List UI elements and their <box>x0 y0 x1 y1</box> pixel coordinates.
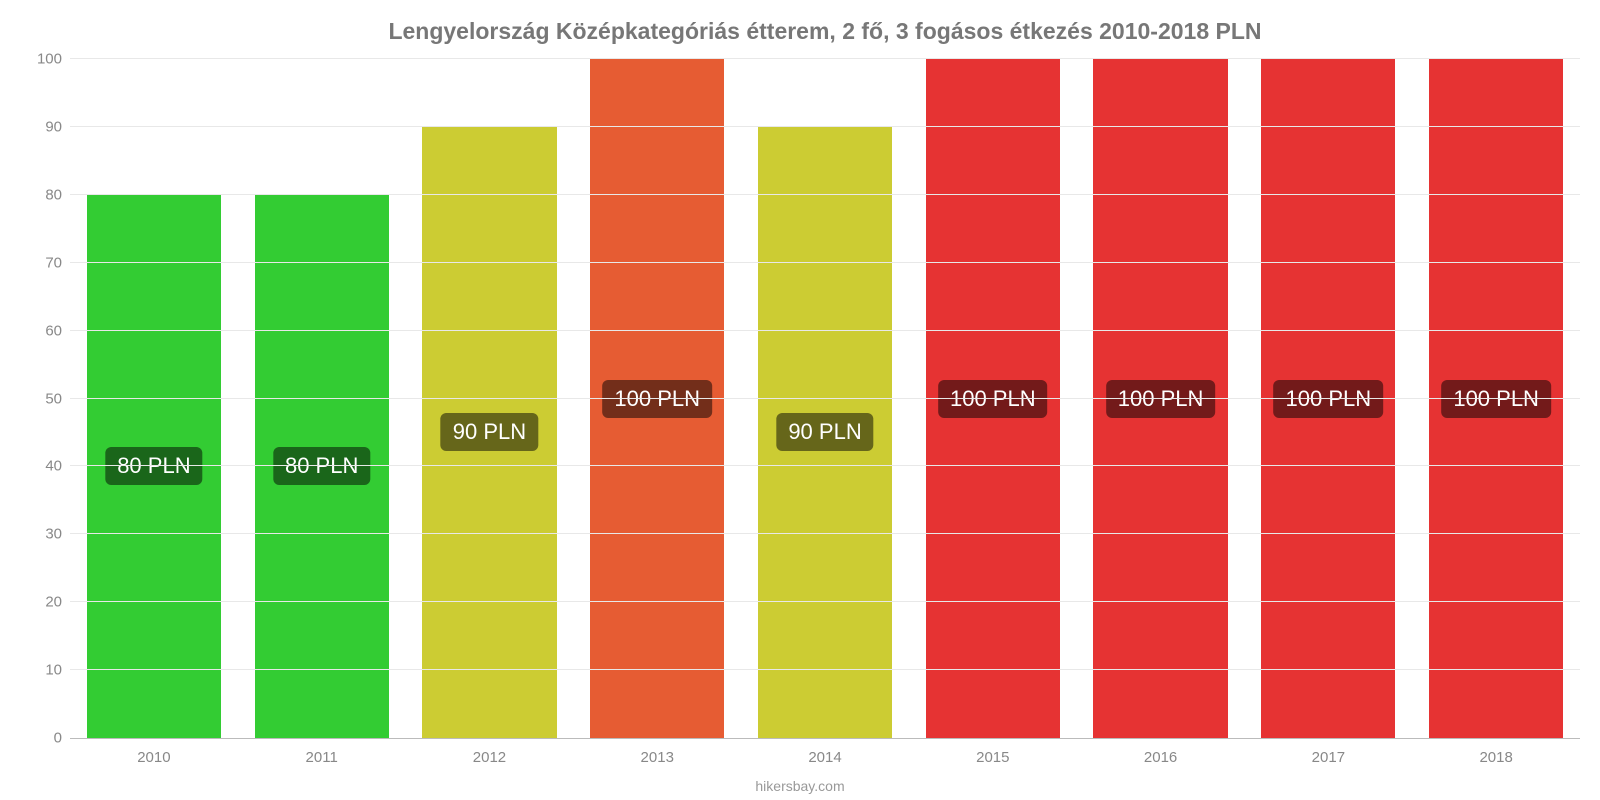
y-tick-label: 0 <box>22 730 62 747</box>
y-tick-label: 80 <box>22 186 62 203</box>
value-badge: 80 PLN <box>273 447 370 485</box>
chart-container: Lengyelország Középkategóriás étterem, 2… <box>0 0 1600 800</box>
gridline <box>70 398 1580 399</box>
value-badge: 100 PLN <box>1106 380 1216 418</box>
value-badge: 100 PLN <box>602 380 712 418</box>
bar: 100 PLN <box>1093 59 1227 738</box>
x-tick-label: 2012 <box>406 749 574 766</box>
bar-slot: 100 PLN <box>1077 59 1245 738</box>
bar: 90 PLN <box>758 127 892 738</box>
gridline <box>70 126 1580 127</box>
y-tick-label: 100 <box>22 51 62 68</box>
gridline <box>70 330 1580 331</box>
y-tick-label: 40 <box>22 458 62 475</box>
bar: 80 PLN <box>255 195 389 738</box>
value-badge: 90 PLN <box>776 413 873 451</box>
value-badge: 100 PLN <box>1274 380 1384 418</box>
bar: 90 PLN <box>422 127 556 738</box>
gridline <box>70 465 1580 466</box>
bar-slot: 100 PLN <box>1412 59 1580 738</box>
x-tick-label: 2018 <box>1412 749 1580 766</box>
bar: 100 PLN <box>926 59 1060 738</box>
y-tick-label: 60 <box>22 322 62 339</box>
gridline <box>70 601 1580 602</box>
bar-slot: 90 PLN <box>741 59 909 738</box>
value-badge: 90 PLN <box>441 413 538 451</box>
bar-slot: 80 PLN <box>238 59 406 738</box>
y-tick-label: 70 <box>22 254 62 271</box>
x-tick-label: 2015 <box>909 749 1077 766</box>
chart-title: Lengyelország Középkategóriás étterem, 2… <box>70 18 1580 45</box>
x-tick-label: 2011 <box>238 749 406 766</box>
gridline <box>70 669 1580 670</box>
y-tick-label: 30 <box>22 526 62 543</box>
y-tick-label: 10 <box>22 662 62 679</box>
x-tick-label: 2014 <box>741 749 909 766</box>
bar-slot: 90 PLN <box>406 59 574 738</box>
y-tick-label: 20 <box>22 594 62 611</box>
bar: 80 PLN <box>87 195 221 738</box>
value-badge: 80 PLN <box>105 447 202 485</box>
y-tick-label: 90 <box>22 118 62 135</box>
bar-slot: 100 PLN <box>573 59 741 738</box>
bar-slot: 100 PLN <box>1244 59 1412 738</box>
y-tick-label: 50 <box>22 390 62 407</box>
value-badge: 100 PLN <box>1441 380 1551 418</box>
gridline <box>70 58 1580 59</box>
gridline <box>70 194 1580 195</box>
attribution-text: hikersbay.com <box>0 778 1600 794</box>
value-badge: 100 PLN <box>938 380 1048 418</box>
x-tick-label: 2013 <box>573 749 741 766</box>
x-tick-label: 2017 <box>1244 749 1412 766</box>
gridline <box>70 533 1580 534</box>
x-axis-labels: 201020112012201320142015201620172018 <box>70 749 1580 766</box>
bars-container: 80 PLN 80 PLN 90 PLN 100 PLN 90 PLN 100 PLN 10… <box>70 59 1580 738</box>
x-tick-label: 2016 <box>1077 749 1245 766</box>
x-tick-label: 2010 <box>70 749 238 766</box>
plot-area: 80 PLN 80 PLN 90 PLN 100 PLN 90 PLN 100 PLN 10… <box>70 59 1580 739</box>
bar: 100 PLN <box>590 59 724 738</box>
gridline <box>70 262 1580 263</box>
bar-slot: 80 PLN <box>70 59 238 738</box>
bar-slot: 100 PLN <box>909 59 1077 738</box>
bar: 100 PLN <box>1429 59 1563 738</box>
bar: 100 PLN <box>1261 59 1395 738</box>
